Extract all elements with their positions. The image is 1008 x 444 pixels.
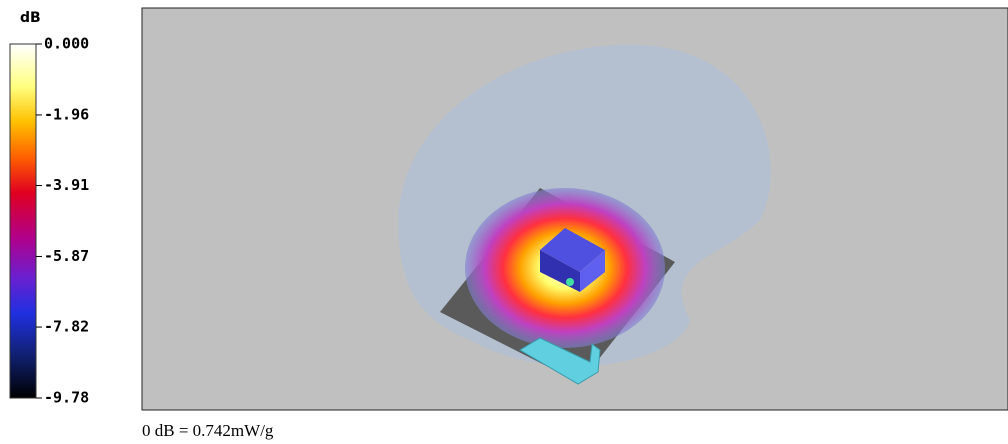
max-point — [566, 278, 574, 286]
colorbar-title: dB — [20, 10, 41, 26]
annotation: 0 dB = 0.742mW/g — [142, 421, 274, 440]
device — [519, 337, 601, 385]
tick-label: -3.91 — [44, 176, 89, 194]
tick-label: 0.000 — [44, 35, 89, 53]
colorbar-ticks: 0.000 -1.96 -3.91 -5.87 -7.82 -9.78 — [36, 35, 89, 407]
colorbar — [9, 43, 37, 399]
tick-label: -1.96 — [44, 105, 89, 123]
zoom-cube-top — [540, 228, 605, 272]
tick-label: -5.87 — [44, 247, 89, 265]
tick-label: -7.82 — [44, 318, 89, 336]
zoom-cube-right — [580, 250, 605, 292]
tick-label: -9.78 — [44, 389, 89, 407]
